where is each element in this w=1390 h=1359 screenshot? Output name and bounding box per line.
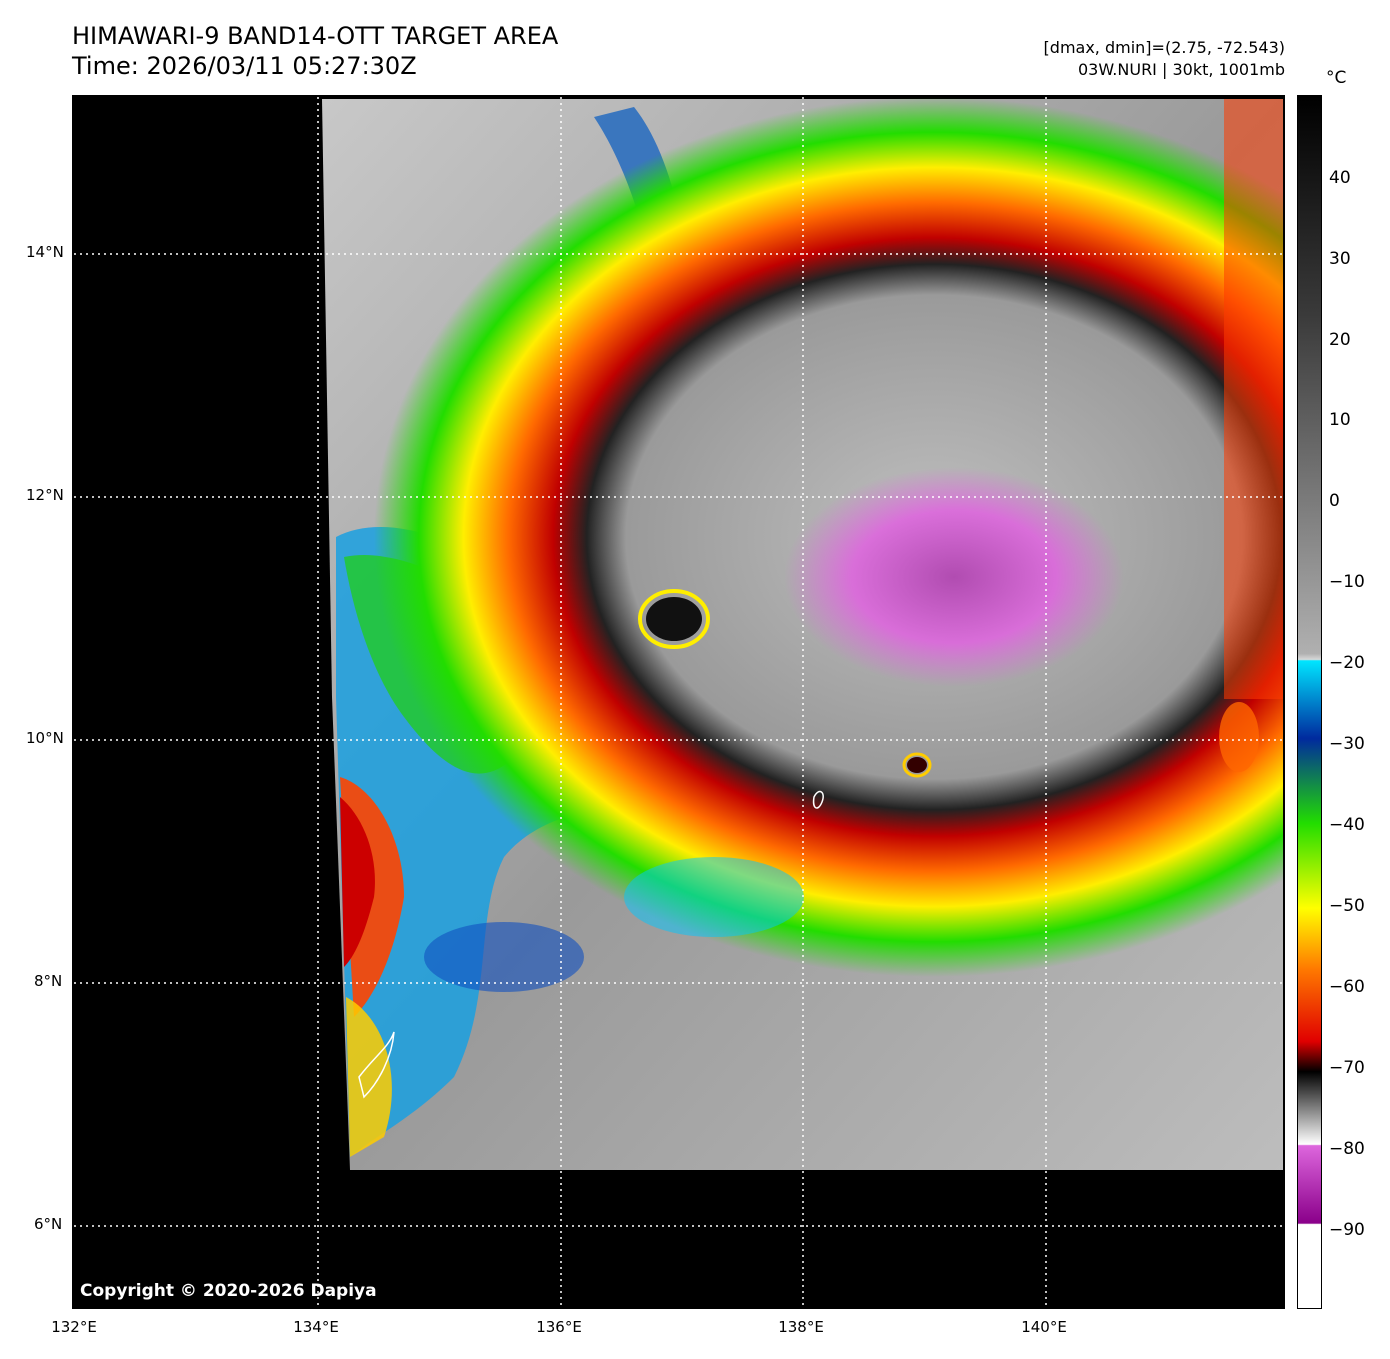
colorbar-tick: 10 [1329,410,1351,430]
colorbar-tick: 0 [1329,491,1340,511]
lon-label: 132°E [51,1318,97,1336]
island-outline [358,1031,395,1099]
lat-label: 12°N [26,486,64,504]
colorbar [1297,95,1322,1309]
colorbar-tick: −60 [1329,977,1365,997]
image-title: HIMAWARI-9 BAND14-OTT TARGET AREA [72,22,559,50]
colorbar-tick: −40 [1329,815,1365,835]
colorbar-tick: −20 [1329,653,1365,673]
lon-label: 138°E [778,1318,824,1336]
copyright-notice: Copyright © 2020-2026 Dapiya [80,1281,377,1301]
lon-label: 134°E [293,1318,339,1336]
lat-label: 6°N [34,1215,63,1233]
lat-lon-grid [74,97,1283,1307]
lon-label: 140°E [1021,1318,1067,1336]
lon-label: 136°E [536,1318,582,1336]
colorbar-unit: °C [1326,68,1347,88]
colorbar-tick: 30 [1329,249,1351,269]
island-outline [812,790,824,809]
image-time: Time: 2026/03/11 05:27:30Z [72,52,417,80]
satellite-map: Copyright © 2020-2026 Dapiya [72,95,1285,1309]
storm-info: 03W.NURI | 30kt, 1001mb [1077,60,1285,79]
colorbar-tick: −30 [1329,734,1365,754]
colorbar-tick: 40 [1329,168,1351,188]
colorbar-tick: 20 [1329,330,1351,350]
lat-label: 8°N [34,972,63,990]
lat-label: 10°N [26,729,64,747]
colorbar-tick: −90 [1329,1220,1365,1240]
colorbar-tick: −10 [1329,572,1365,592]
colorbar-tick: −70 [1329,1058,1365,1078]
satellite-imagery [74,97,1283,1307]
colorbar-tick: −50 [1329,896,1365,916]
dmax-dmin-readout: [dmax, dmin]=(2.75, -72.543) [1043,38,1285,57]
lat-label: 14°N [26,243,64,261]
colorbar-tick: −80 [1329,1139,1365,1159]
